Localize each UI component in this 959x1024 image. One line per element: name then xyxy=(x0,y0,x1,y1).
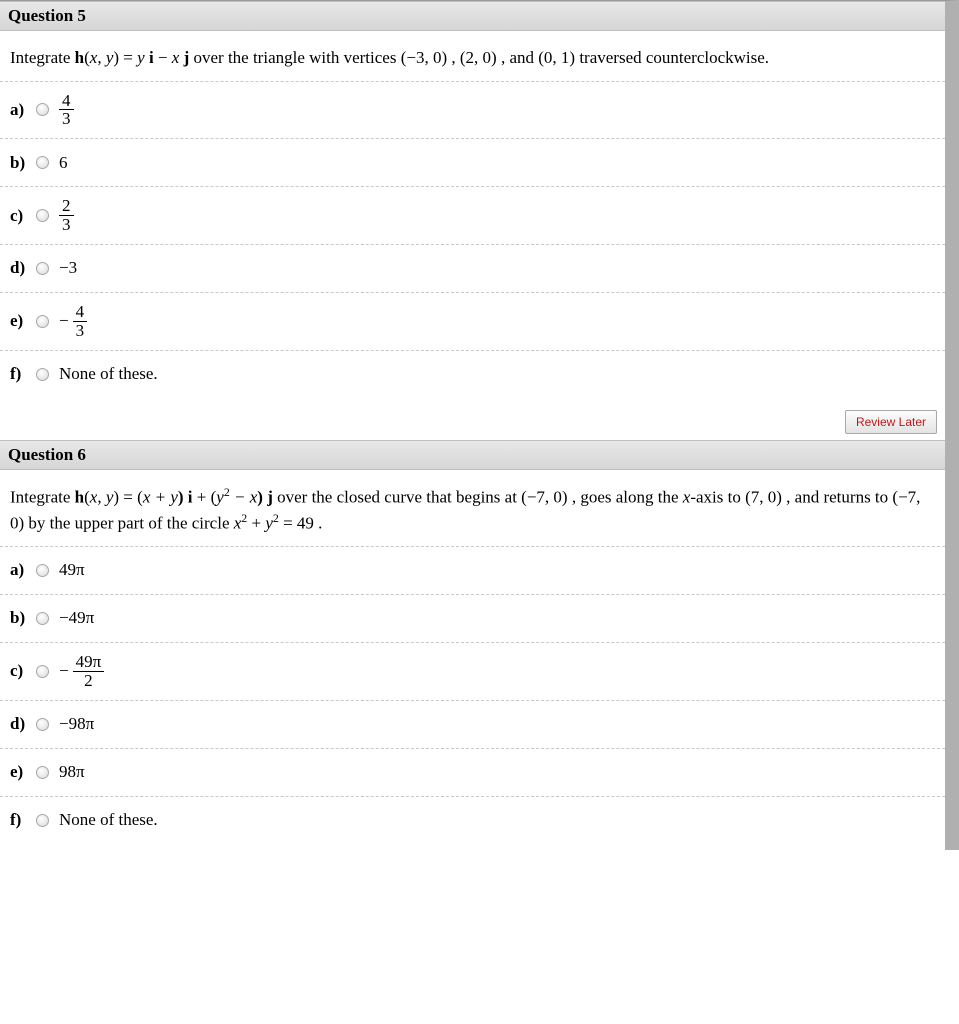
answer-row-q6a[interactable]: a) 49π xyxy=(0,546,945,594)
answer-content: 4 3 xyxy=(59,92,74,129)
answer-label: c) xyxy=(10,661,36,681)
answer-label: b) xyxy=(10,608,36,628)
page: Question 5 Integrate h(x, y) = y i − x j… xyxy=(0,0,959,850)
answer-label: f) xyxy=(10,810,36,830)
q5-fn: h xyxy=(75,48,84,67)
answer-row-q6d[interactable]: d) −98π xyxy=(0,700,945,748)
denominator: 3 xyxy=(59,216,74,234)
numerator: 2 xyxy=(59,197,74,216)
q6-p2: over the closed curve that begins at (−7… xyxy=(273,487,683,506)
q5-minus: − xyxy=(154,48,172,67)
answer-row-q5f[interactable]: f) None of these. xyxy=(0,350,945,398)
question5-header: Question 5 xyxy=(0,1,945,31)
q6-fn: h xyxy=(75,487,84,506)
answer-content: − 4 3 xyxy=(59,303,87,340)
q6-t2b: − x xyxy=(230,487,258,506)
review-later-button[interactable]: Review Later xyxy=(845,410,937,434)
question6-answers: a) 49π b) −49π c) − 49π 2 d) −98π xyxy=(0,546,945,850)
q6-c2: y xyxy=(265,513,273,532)
numerator: 49π xyxy=(73,653,105,672)
fraction: 4 3 xyxy=(59,92,74,129)
answer-label: e) xyxy=(10,311,36,331)
q6-eq: = 49 . xyxy=(279,513,323,532)
radio-q6b[interactable] xyxy=(36,612,49,625)
answer-row-q5c[interactable]: c) 2 3 xyxy=(0,186,945,244)
answer-row-q6c[interactable]: c) − 49π 2 xyxy=(0,642,945,700)
answer-label: f) xyxy=(10,364,36,384)
answer-content: −49π xyxy=(59,608,94,628)
answer-row-q5b[interactable]: b) 6 xyxy=(0,138,945,186)
q5-pc: ) = xyxy=(113,48,137,67)
denominator: 3 xyxy=(73,322,88,340)
q6-comma: , xyxy=(97,487,106,506)
q5-t2b: j xyxy=(179,48,189,67)
fraction: 2 3 xyxy=(59,197,74,234)
radio-q6c[interactable] xyxy=(36,665,49,678)
answer-label: a) xyxy=(10,560,36,580)
answer-row-q6b[interactable]: b) −49π xyxy=(0,594,945,642)
answer-content: 49π xyxy=(59,560,85,580)
answer-content: 98π xyxy=(59,762,85,782)
answer-content: 6 xyxy=(59,153,68,173)
review-bar: Review Later xyxy=(0,404,945,440)
answer-row-q5a[interactable]: a) 4 3 xyxy=(0,81,945,139)
answer-content: None of these. xyxy=(59,364,158,384)
answer-label: e) xyxy=(10,762,36,782)
radio-q5c[interactable] xyxy=(36,209,49,222)
q5-t1a: y xyxy=(137,48,145,67)
q5-t1b: i xyxy=(145,48,154,67)
q6-t1b: ) i xyxy=(178,487,193,506)
answer-label: c) xyxy=(10,206,36,226)
q6-t2a: y xyxy=(216,487,224,506)
radio-q6f[interactable] xyxy=(36,814,49,827)
answer-content: − 49π 2 xyxy=(59,653,104,690)
neg-sign: − xyxy=(59,661,69,681)
fraction: 4 3 xyxy=(73,303,88,340)
radio-q5a[interactable] xyxy=(36,103,49,116)
q6-pc: ) = ( xyxy=(113,487,142,506)
answer-content: −98π xyxy=(59,714,94,734)
answer-content: 2 3 xyxy=(59,197,74,234)
answer-label: d) xyxy=(10,714,36,734)
radio-q6e[interactable] xyxy=(36,766,49,779)
question6-prompt: Integrate h(x, y) = (x + y) i + (y2 − x)… xyxy=(0,470,945,546)
answer-label: d) xyxy=(10,258,36,278)
neg-sign: − xyxy=(59,311,69,331)
q6-plus2: + xyxy=(247,513,265,532)
answer-content: None of these. xyxy=(59,810,158,830)
answer-row-q6e[interactable]: e) 98π xyxy=(0,748,945,796)
question6-header: Question 6 xyxy=(0,440,945,470)
radio-q5b[interactable] xyxy=(36,156,49,169)
q5-p2: over the triangle with vertices (−3, 0) … xyxy=(189,48,769,67)
fraction: 49π 2 xyxy=(73,653,105,690)
answer-row-q5d[interactable]: d) −3 xyxy=(0,244,945,292)
question5-prompt: Integrate h(x, y) = y i − x j over the t… xyxy=(0,31,945,81)
radio-q5e[interactable] xyxy=(36,315,49,328)
q6-p1: Integrate xyxy=(10,487,75,506)
denominator: 2 xyxy=(81,672,96,690)
q6-plus: + ( xyxy=(193,487,217,506)
radio-q5f[interactable] xyxy=(36,368,49,381)
q6-t2c: ) j xyxy=(257,487,273,506)
radio-q6d[interactable] xyxy=(36,718,49,731)
answer-label: a) xyxy=(10,100,36,120)
numerator: 4 xyxy=(73,303,88,322)
answer-label: b) xyxy=(10,153,36,173)
answer-row-q5e[interactable]: e) − 4 3 xyxy=(0,292,945,350)
radio-q5d[interactable] xyxy=(36,262,49,275)
denominator: 3 xyxy=(59,110,74,128)
question5-answers: a) 4 3 b) 6 c) 2 3 d) xyxy=(0,81,945,404)
q6-t1: x + y xyxy=(143,487,178,506)
q5-text: Integrate xyxy=(10,48,75,67)
numerator: 4 xyxy=(59,92,74,111)
radio-q6a[interactable] xyxy=(36,564,49,577)
answer-row-q6f[interactable]: f) None of these. xyxy=(0,796,945,844)
answer-content: −3 xyxy=(59,258,77,278)
q5-comma: , xyxy=(97,48,106,67)
